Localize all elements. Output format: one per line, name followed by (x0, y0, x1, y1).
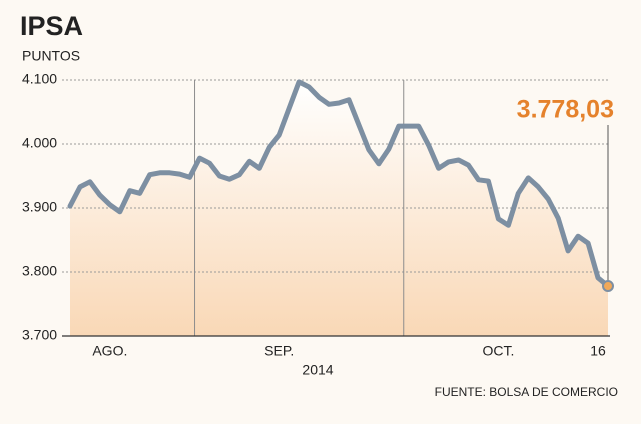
source: FUENTE: BOLSA DE COMERCIO (435, 385, 618, 399)
area-fill (70, 81, 608, 337)
end-marker (602, 280, 614, 293)
x-tick-label: SEP. (264, 343, 294, 359)
y-tick-label: 3.900 (22, 199, 57, 215)
x-tick-label: 16 (590, 343, 606, 359)
x-tick-label: AGO. (92, 343, 127, 359)
x-tick-label: OCT. (482, 343, 514, 359)
value-label: 3.778,03 (517, 96, 614, 124)
x-axis-label: 2014 (302, 362, 333, 378)
y-tick-label: 3.800 (22, 263, 57, 279)
y-tick-label: 4.000 (22, 135, 57, 151)
subtitle: PUNTOS (22, 48, 80, 64)
chart-title: IPSA (20, 11, 83, 41)
y-tick-label: 4.100 (22, 71, 57, 87)
line (67, 79, 611, 289)
y-tick-label: 3.700 (22, 327, 57, 343)
